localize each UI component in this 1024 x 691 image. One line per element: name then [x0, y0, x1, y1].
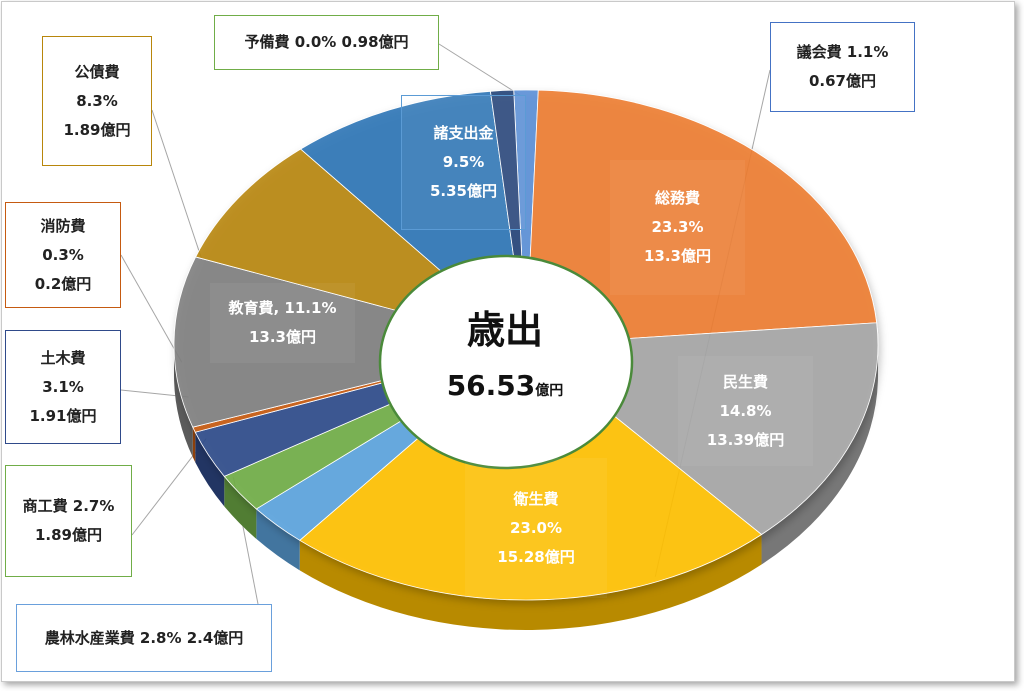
data-label-line: 諸支出金 [433, 124, 494, 142]
slice-rim-doboku [195, 432, 225, 507]
data-label-line: 13.39億円 [706, 430, 785, 449]
slice-rim-shoko [224, 476, 257, 539]
slice-rim-eisei [299, 534, 762, 630]
slice-rim-minsei [761, 345, 879, 565]
data-label-giin: 議会費 1.1% 0.67億円 [770, 22, 915, 112]
data-label-line: 5.35億円 [429, 182, 497, 200]
data-label-line: 23.3% [651, 218, 704, 236]
pie-slice-somu [525, 89, 878, 346]
data-label-line: 15.28億円 [497, 547, 575, 566]
data-label-line: 民生費 [722, 372, 768, 391]
leader-line-kosai [151, 109, 203, 260]
data-label-line: 0.3% [42, 245, 84, 264]
data-label-line: 8.3% [76, 91, 118, 110]
data-label-line: 教育費, 11.1% [228, 299, 337, 317]
center-title: 歳出 [466, 308, 543, 352]
slice-rim-shobo [192, 427, 196, 463]
pie-slice-kyoiku [173, 256, 527, 428]
data-label-shoshishutsu: 諸支出金 9.5% 5.35億円 [401, 95, 526, 230]
data-label-line: 14.8% [719, 401, 772, 420]
slice-rim-kyoiku [174, 345, 193, 458]
leader-line-shobo [120, 254, 183, 363]
leader-line-yobi [438, 43, 521, 96]
data-label-line: 衛生費 [513, 489, 559, 508]
data-label-minsei: 民生費 14.8% 13.39億円 [678, 356, 813, 466]
data-label-line: 0.2億円 [34, 274, 92, 293]
data-label-line: 23.0% [509, 518, 563, 537]
data-label-somu: 総務費 23.3% 13.3億円 [610, 160, 745, 295]
data-label-yobi: 予備費 0.0% 0.98億円 [214, 15, 439, 70]
center-total-unit: 億円 [535, 383, 564, 399]
data-label-line: 1.89億円 [63, 120, 131, 139]
slice-rim-norin [256, 508, 300, 571]
data-label-line: 13.3億円 [248, 328, 316, 346]
center-total: 56.53億円 [380, 366, 630, 411]
data-label-line: 総務費 [654, 189, 700, 207]
data-label-line: 公債費 [74, 62, 120, 81]
data-label-line: 消防費 [40, 216, 86, 235]
data-label-line: 1.91億円 [29, 406, 97, 425]
data-label-doboku: 土木費 3.1% 1.91億円 [5, 330, 121, 444]
donut-hole [378, 254, 634, 470]
data-label-line: 0.67億円 [808, 72, 876, 90]
data-label-kyoiku: 教育費, 11.1% 13.3億円 [210, 283, 355, 363]
data-label-line: 予備費 0.0% 0.98億円 [244, 33, 409, 51]
data-label-line: 1.89億円 [34, 526, 102, 544]
center-total-value: 56.53 [446, 369, 536, 402]
data-label-line: 商工費 2.7% [22, 497, 115, 515]
data-label-norin: 農林水産業費 2.8% 2.4億円 [16, 604, 272, 672]
data-label-eisei: 衛生費 23.0% 15.28億円 [465, 458, 607, 598]
pie-rim [174, 345, 879, 630]
data-label-kosai: 公債費 8.3% 1.89億円 [42, 36, 152, 166]
data-label-shobo: 消防費 0.3% 0.2億円 [5, 202, 121, 308]
data-label-shoko: 商工費 2.7% 1.89億円 [5, 465, 132, 577]
data-label-line: 農林水産業費 2.8% 2.4億円 [44, 628, 244, 647]
data-label-line: 土木費 [40, 348, 86, 367]
data-label-line: 13.3億円 [643, 247, 711, 265]
pie-slice-eisei [299, 344, 763, 601]
data-label-line: 議会費 1.1% [796, 43, 889, 61]
data-label-line: 3.1% [42, 377, 84, 396]
data-label-line: 9.5% [442, 153, 485, 171]
